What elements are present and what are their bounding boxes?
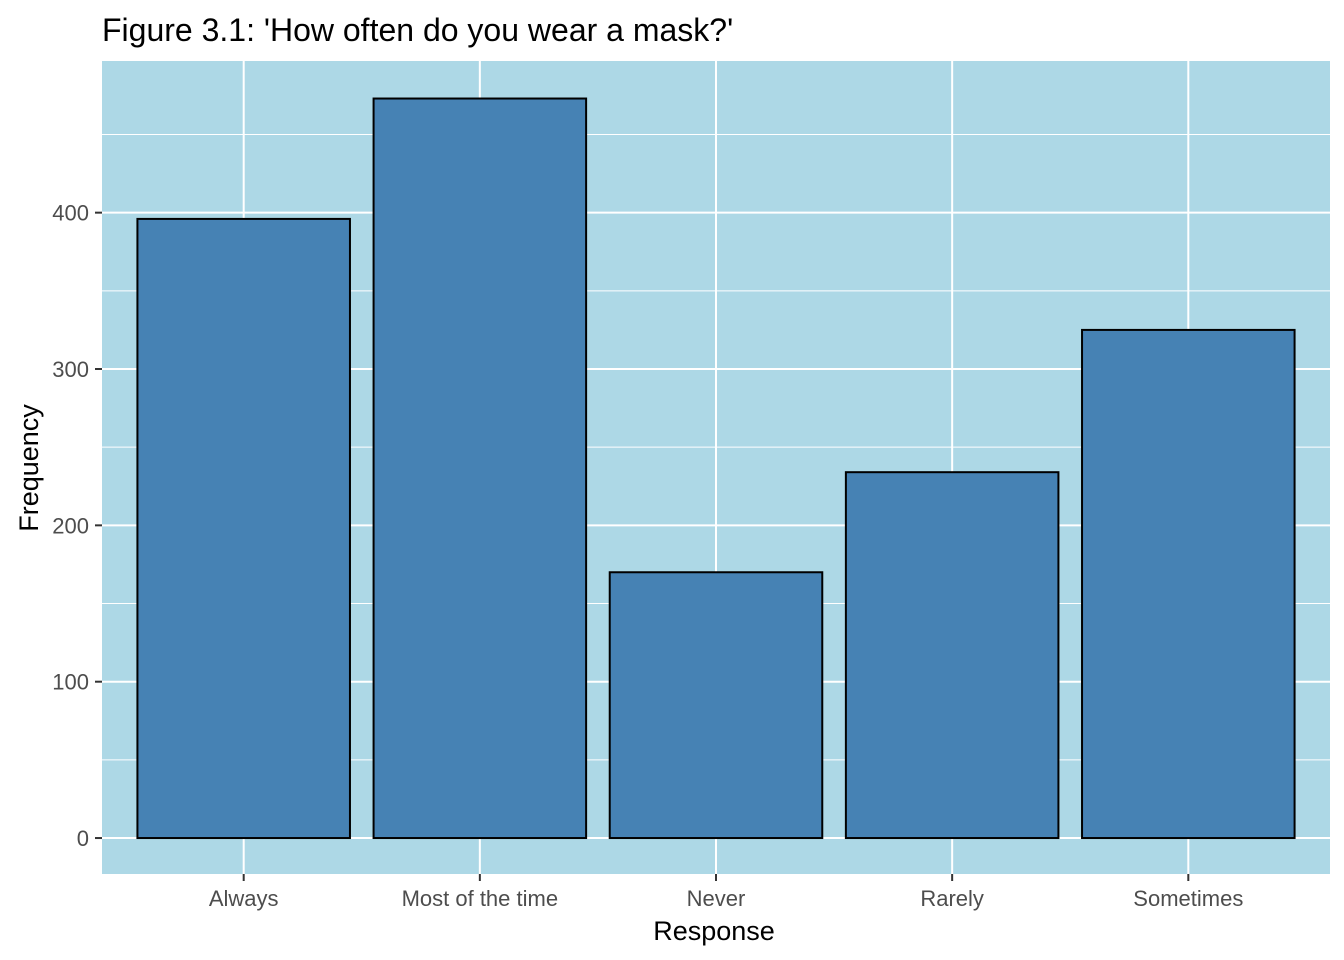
x-tick-label: Always [209, 886, 279, 911]
bar-sometimes [1081, 328, 1296, 840]
bar-always [136, 217, 351, 840]
y-tick-label: 300 [52, 357, 89, 382]
y-tick-label: 0 [77, 826, 89, 851]
x-axis-title: Response [653, 916, 775, 946]
bar-rarely [844, 471, 1060, 840]
x-tick-label: Most of the time [402, 886, 559, 911]
bar-never [608, 571, 824, 840]
y-tick-label: 100 [52, 670, 89, 695]
bar-most-of-the-time [372, 97, 588, 840]
x-axis: Always Most of the time Never Rarely Sometim… [209, 874, 1243, 911]
y-tick-label: 200 [52, 513, 89, 538]
bars [136, 97, 1296, 840]
y-tick-label: 400 [52, 201, 89, 226]
y-axis-title: Frequency [14, 404, 44, 532]
x-tick-label: Rarely [920, 886, 984, 911]
x-tick-label: Sometimes [1133, 886, 1243, 911]
x-tick-label: Never [687, 886, 746, 911]
chart-title: Figure 3.1: 'How often do you wear a mas… [102, 12, 733, 48]
y-axis: 0 100 200 300 400 [52, 201, 102, 851]
